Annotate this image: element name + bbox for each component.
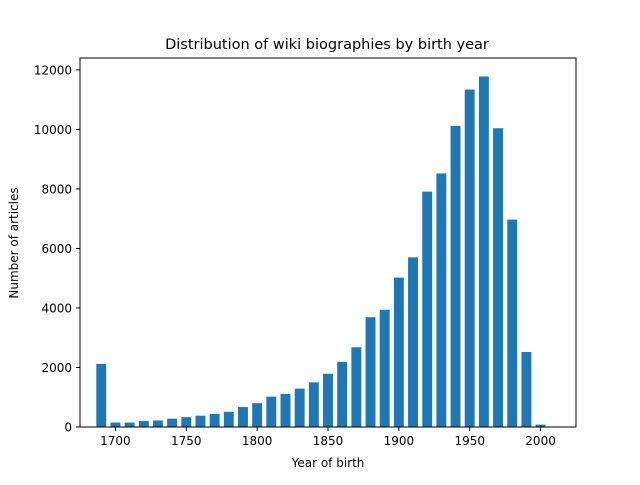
bar bbox=[478, 76, 489, 427]
bar bbox=[110, 422, 121, 427]
y-tick-label: 10000 bbox=[34, 123, 72, 137]
bar bbox=[464, 89, 475, 427]
x-tick-label: 1850 bbox=[313, 434, 344, 448]
bar bbox=[507, 219, 518, 427]
bar bbox=[195, 415, 206, 427]
x-axis: 1700 1750 1800 1850 1900 1950 2000 bbox=[100, 427, 556, 448]
bar bbox=[167, 418, 178, 427]
x-tick-label: 1750 bbox=[171, 434, 202, 448]
y-axis-label: Number of articles bbox=[7, 187, 21, 298]
y-tick-label: 2000 bbox=[41, 361, 72, 375]
bar bbox=[181, 417, 192, 427]
bar bbox=[521, 352, 532, 427]
bar bbox=[436, 173, 447, 427]
x-axis-label: Year of birth bbox=[291, 456, 365, 470]
y-tick-label: 12000 bbox=[34, 63, 72, 77]
bar bbox=[238, 407, 248, 427]
bar bbox=[308, 382, 319, 427]
y-tick-label: 0 bbox=[64, 421, 72, 435]
y-tick-label: 4000 bbox=[41, 301, 72, 315]
y-tick-label: 8000 bbox=[41, 182, 72, 196]
bar bbox=[422, 191, 433, 427]
bar bbox=[493, 128, 504, 428]
x-tick-label: 1800 bbox=[242, 434, 273, 448]
bar bbox=[535, 424, 546, 427]
bar bbox=[96, 363, 107, 427]
bar bbox=[294, 388, 305, 427]
bar bbox=[323, 373, 333, 427]
bar bbox=[124, 422, 135, 427]
bar bbox=[393, 277, 404, 427]
y-tick-label: 6000 bbox=[41, 242, 72, 256]
bar bbox=[266, 396, 277, 427]
y-axis: 0 2000 4000 6000 8000 10000 12000 bbox=[34, 63, 80, 435]
x-tick-label: 1900 bbox=[384, 434, 415, 448]
bar bbox=[252, 403, 263, 427]
x-tick-label: 2000 bbox=[525, 434, 556, 448]
bar bbox=[138, 421, 149, 427]
bar bbox=[337, 361, 348, 427]
bar bbox=[351, 347, 362, 427]
bar bbox=[209, 413, 220, 427]
x-tick-label: 1950 bbox=[454, 434, 485, 448]
bar bbox=[379, 309, 390, 427]
x-tick-label: 1700 bbox=[100, 434, 131, 448]
chart-title: Distribution of wiki biographies by birt… bbox=[165, 37, 489, 53]
bars-group bbox=[96, 76, 546, 428]
bar bbox=[152, 420, 163, 427]
bar bbox=[450, 125, 461, 427]
bar bbox=[408, 257, 418, 427]
bar bbox=[223, 411, 234, 427]
bar bbox=[365, 317, 376, 427]
bar bbox=[280, 393, 291, 427]
